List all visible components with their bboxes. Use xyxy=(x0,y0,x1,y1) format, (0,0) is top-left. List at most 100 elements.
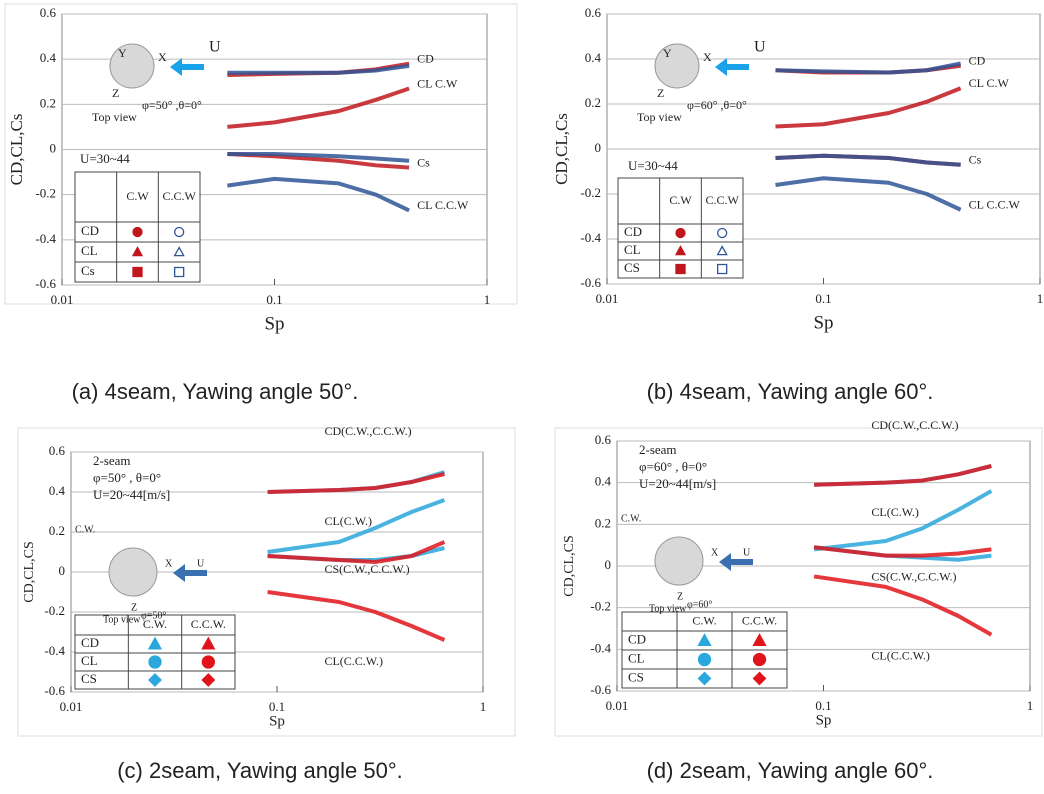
y-tick-label: 0.4 xyxy=(595,474,612,489)
y-tick-label: -0.4 xyxy=(580,230,601,245)
y-tick-label: 0 xyxy=(50,140,57,155)
x-tick-label: 0.1 xyxy=(269,699,285,714)
caption: (b) 4seam, Yawing angle 60°. xyxy=(647,379,934,404)
annotation: U xyxy=(209,39,221,56)
y-tick-label: -0.2 xyxy=(35,186,56,201)
x-axis-label: Sp xyxy=(813,312,833,333)
data-line xyxy=(227,152,410,163)
annotation: Y xyxy=(663,46,672,60)
y-tick-label: 0.6 xyxy=(595,432,612,447)
curve-label: CL(C.C.W.) xyxy=(324,654,383,668)
data-line xyxy=(267,498,446,554)
legend-marker xyxy=(674,245,687,256)
data-line xyxy=(227,63,410,75)
legend-row: CL xyxy=(81,653,98,668)
legend-title: U=30~44 xyxy=(628,158,678,173)
y-axis-label: CD,CL,Cs xyxy=(7,114,26,186)
legend-row: Cs xyxy=(81,263,95,278)
legend-row: CD xyxy=(628,631,646,646)
curve-label: CD(C.W.,C.C.W.) xyxy=(871,418,958,432)
legend-marker xyxy=(697,652,712,667)
annotation: 2-seam xyxy=(639,442,677,457)
legend-column: C.W xyxy=(126,189,149,203)
y-tick-label: 0.6 xyxy=(49,443,66,458)
legend-marker xyxy=(201,655,215,669)
legend-marker xyxy=(675,227,686,239)
legend-marker xyxy=(174,226,185,238)
legend-column: C.W. xyxy=(143,617,167,631)
y-tick-label: -0.6 xyxy=(44,683,65,698)
curve-label: CS(C.W.,C.C.W.) xyxy=(324,562,409,576)
y-tick-label: 0.2 xyxy=(40,95,56,110)
data-line xyxy=(813,489,993,552)
x-tick-label: 1 xyxy=(1037,291,1044,306)
legend-title: U=30~44 xyxy=(80,151,130,166)
legend-marker xyxy=(132,266,143,278)
y-tick-label: 0.4 xyxy=(585,50,602,65)
annotation: Top view xyxy=(103,614,141,625)
panel-frame xyxy=(17,427,516,737)
annotation: X xyxy=(165,558,173,569)
annotation: Y xyxy=(118,46,127,60)
legend-row: CD xyxy=(81,223,99,238)
ball xyxy=(109,43,155,89)
y-tick-label: 0.6 xyxy=(585,5,602,20)
legend-row: CS xyxy=(624,260,640,275)
legend-marker xyxy=(148,655,162,669)
legend-marker xyxy=(201,636,216,650)
legend-marker xyxy=(752,652,767,667)
panel-frame xyxy=(4,3,518,305)
chart-panel: 0.6 0.4 0.2 0 -0.2 -0.4 -0.60.01 0.1 1 Sp CD,CL,Cs… xyxy=(4,3,518,404)
arrow xyxy=(715,58,749,76)
data-line xyxy=(813,464,992,487)
curve-label: Cs xyxy=(969,153,982,167)
y-axis-label: CD,CL,CS xyxy=(562,535,577,596)
x-tick-label: 0.01 xyxy=(596,291,619,306)
legend-column: C.C.W xyxy=(162,189,196,203)
panel-frame xyxy=(554,427,1043,737)
legend-marker xyxy=(675,263,686,275)
legend-column: C.C.W. xyxy=(191,617,226,631)
legend-row: CL xyxy=(628,650,645,665)
annotation: φ=60° xyxy=(687,599,712,610)
data-line xyxy=(775,176,962,212)
curve-label: CD xyxy=(417,51,434,65)
data-line xyxy=(267,590,446,642)
annotation: Z xyxy=(131,602,137,613)
curve-label: CL C.W xyxy=(417,76,458,90)
legend-row: CS xyxy=(81,671,97,686)
legend-row: CL xyxy=(624,242,641,257)
y-tick-label: 0 xyxy=(605,557,612,572)
annotation: 2-seam xyxy=(93,453,131,468)
data-line xyxy=(267,540,446,564)
chart-panel: 0.6 0.4 0.2 0 -0.2 -0.4 -0.60.01 0.1 1 Sp CD,CL,Cs… xyxy=(552,5,1043,404)
curve-label: CL(C.C.W.) xyxy=(871,649,930,663)
annotation: φ=50° , θ=0° xyxy=(93,470,161,485)
annotation: U=20~44[m/s] xyxy=(639,476,716,491)
annotation: φ=50° xyxy=(141,610,166,621)
curve-label: CL(C.W.) xyxy=(324,514,372,528)
annotation: U xyxy=(197,558,205,569)
x-tick-label: 1 xyxy=(480,699,487,714)
caption: (c) 2seam, Yawing angle 50°. xyxy=(117,758,403,783)
arrow xyxy=(170,58,204,76)
legend-marker xyxy=(697,633,712,646)
y-tick-label: 0.4 xyxy=(40,50,57,65)
curve-label: CL C.C.W xyxy=(417,198,469,212)
y-tick-label: -0.6 xyxy=(580,275,601,290)
y-tick-label: 0.2 xyxy=(585,95,601,110)
annotation: Z xyxy=(112,86,119,100)
x-tick-label: 0.01 xyxy=(60,699,83,714)
y-tick-label: -0.2 xyxy=(44,603,65,618)
annotation: Z xyxy=(657,86,664,100)
y-tick-label: -0.2 xyxy=(580,185,601,200)
data-line xyxy=(227,176,410,213)
y-tick-label: 0 xyxy=(595,140,602,155)
x-tick-label: 1 xyxy=(1027,698,1034,713)
legend-marker xyxy=(174,266,185,278)
legend-row: CD xyxy=(624,224,642,239)
y-tick-label: -0.6 xyxy=(590,682,611,697)
annotation: X xyxy=(703,50,712,64)
ball xyxy=(654,43,700,89)
